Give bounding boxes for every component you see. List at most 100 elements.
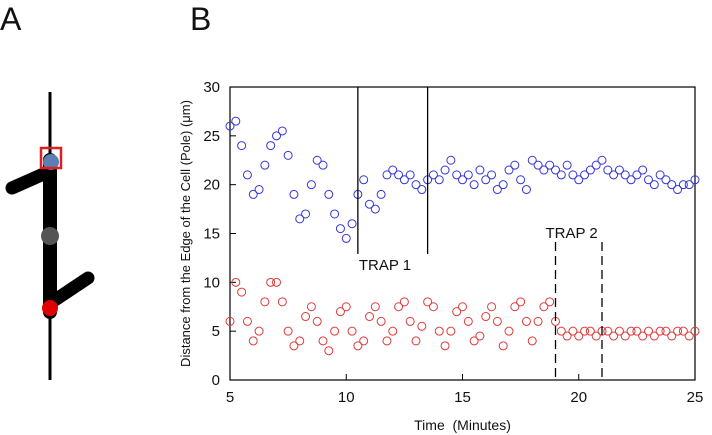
data-point (295, 214, 305, 224)
data-point (632, 326, 642, 336)
data-point (632, 170, 642, 180)
y-tick-label: 0 (212, 372, 220, 389)
data-point (248, 189, 258, 199)
data-point (370, 302, 380, 312)
data-point (428, 170, 438, 180)
data-point (237, 287, 247, 297)
data-point (562, 331, 572, 341)
plot-frame (229, 86, 696, 381)
data-point (609, 331, 619, 341)
data-point (649, 331, 659, 341)
data-point (318, 160, 328, 170)
data-point (638, 331, 648, 341)
data-point (399, 175, 409, 185)
data-point (376, 189, 386, 199)
data-point (359, 175, 369, 185)
data-point (527, 336, 537, 346)
data-point (568, 170, 578, 180)
data-point (684, 180, 694, 190)
pole-marker (43, 154, 59, 170)
data-point (405, 170, 415, 180)
data-point (434, 175, 444, 185)
data-point (353, 341, 363, 351)
x-tick-label: 10 (338, 389, 355, 406)
data-point (301, 209, 311, 219)
data-point (458, 302, 467, 312)
data-point (521, 185, 531, 195)
data-point (574, 175, 584, 185)
x-tick-label: 25 (687, 389, 704, 406)
panel-label: B (190, 1, 211, 37)
data-point (492, 316, 502, 326)
data-point (446, 326, 456, 336)
data-point (609, 170, 619, 180)
data-point (388, 326, 398, 336)
data-point (330, 209, 340, 219)
data-point (644, 175, 653, 185)
data-point (614, 326, 624, 336)
data-point (254, 185, 264, 195)
annotation-label: TRAP 2 (546, 225, 598, 242)
data-point (458, 175, 467, 185)
data-point (242, 170, 252, 180)
data-point (312, 316, 322, 326)
data-point (638, 165, 648, 175)
data-point (417, 185, 427, 195)
pole-box (39, 146, 63, 170)
data-point (266, 277, 276, 287)
y-tick-label: 10 (203, 274, 220, 291)
data-point (260, 297, 270, 307)
data-point (295, 336, 305, 346)
data-point (492, 185, 502, 195)
data-point (289, 189, 299, 199)
data-point (487, 302, 497, 312)
data-point (580, 326, 590, 336)
y-tick-label: 20 (203, 177, 220, 194)
data-point (516, 297, 526, 307)
data-point (231, 116, 241, 126)
data-point (266, 141, 276, 151)
data-point (545, 160, 555, 170)
data-point (359, 336, 369, 346)
data-point (446, 155, 456, 165)
data-point (580, 170, 590, 180)
x-axis-label: Time (Minutes) (414, 417, 511, 433)
data-point (690, 326, 700, 336)
data-point (475, 331, 485, 341)
data-point (382, 336, 392, 346)
data-point (673, 185, 683, 195)
data-point (591, 160, 601, 170)
data-point (591, 331, 601, 341)
data-point (347, 219, 357, 229)
y-tick-label: 5 (212, 323, 220, 340)
data-point (678, 180, 688, 190)
y-axis-label: Distance from the Edge of the Cell (Pole… (178, 100, 193, 367)
data-point (481, 175, 491, 185)
data-point (330, 326, 340, 336)
data-point (312, 155, 322, 165)
arm (45, 271, 95, 309)
data-point (539, 302, 549, 312)
data-point (487, 170, 497, 180)
data-point (365, 312, 374, 322)
x-tick-label: 20 (570, 389, 587, 406)
data-point (620, 170, 630, 180)
data-point (423, 297, 433, 307)
kinetochore-marker (42, 300, 58, 316)
data-point (272, 131, 281, 141)
data-point (382, 170, 392, 180)
data-point (597, 155, 607, 165)
data-point (516, 175, 526, 185)
arm (5, 165, 55, 195)
data-point (463, 170, 473, 180)
panel-label: A (0, 1, 22, 37)
data-point (272, 277, 281, 287)
x-tick-label: 15 (454, 389, 471, 406)
data-point (277, 126, 287, 136)
data-point (498, 180, 508, 190)
data-point (667, 180, 677, 190)
data-point (545, 297, 555, 307)
data-point (394, 302, 404, 312)
